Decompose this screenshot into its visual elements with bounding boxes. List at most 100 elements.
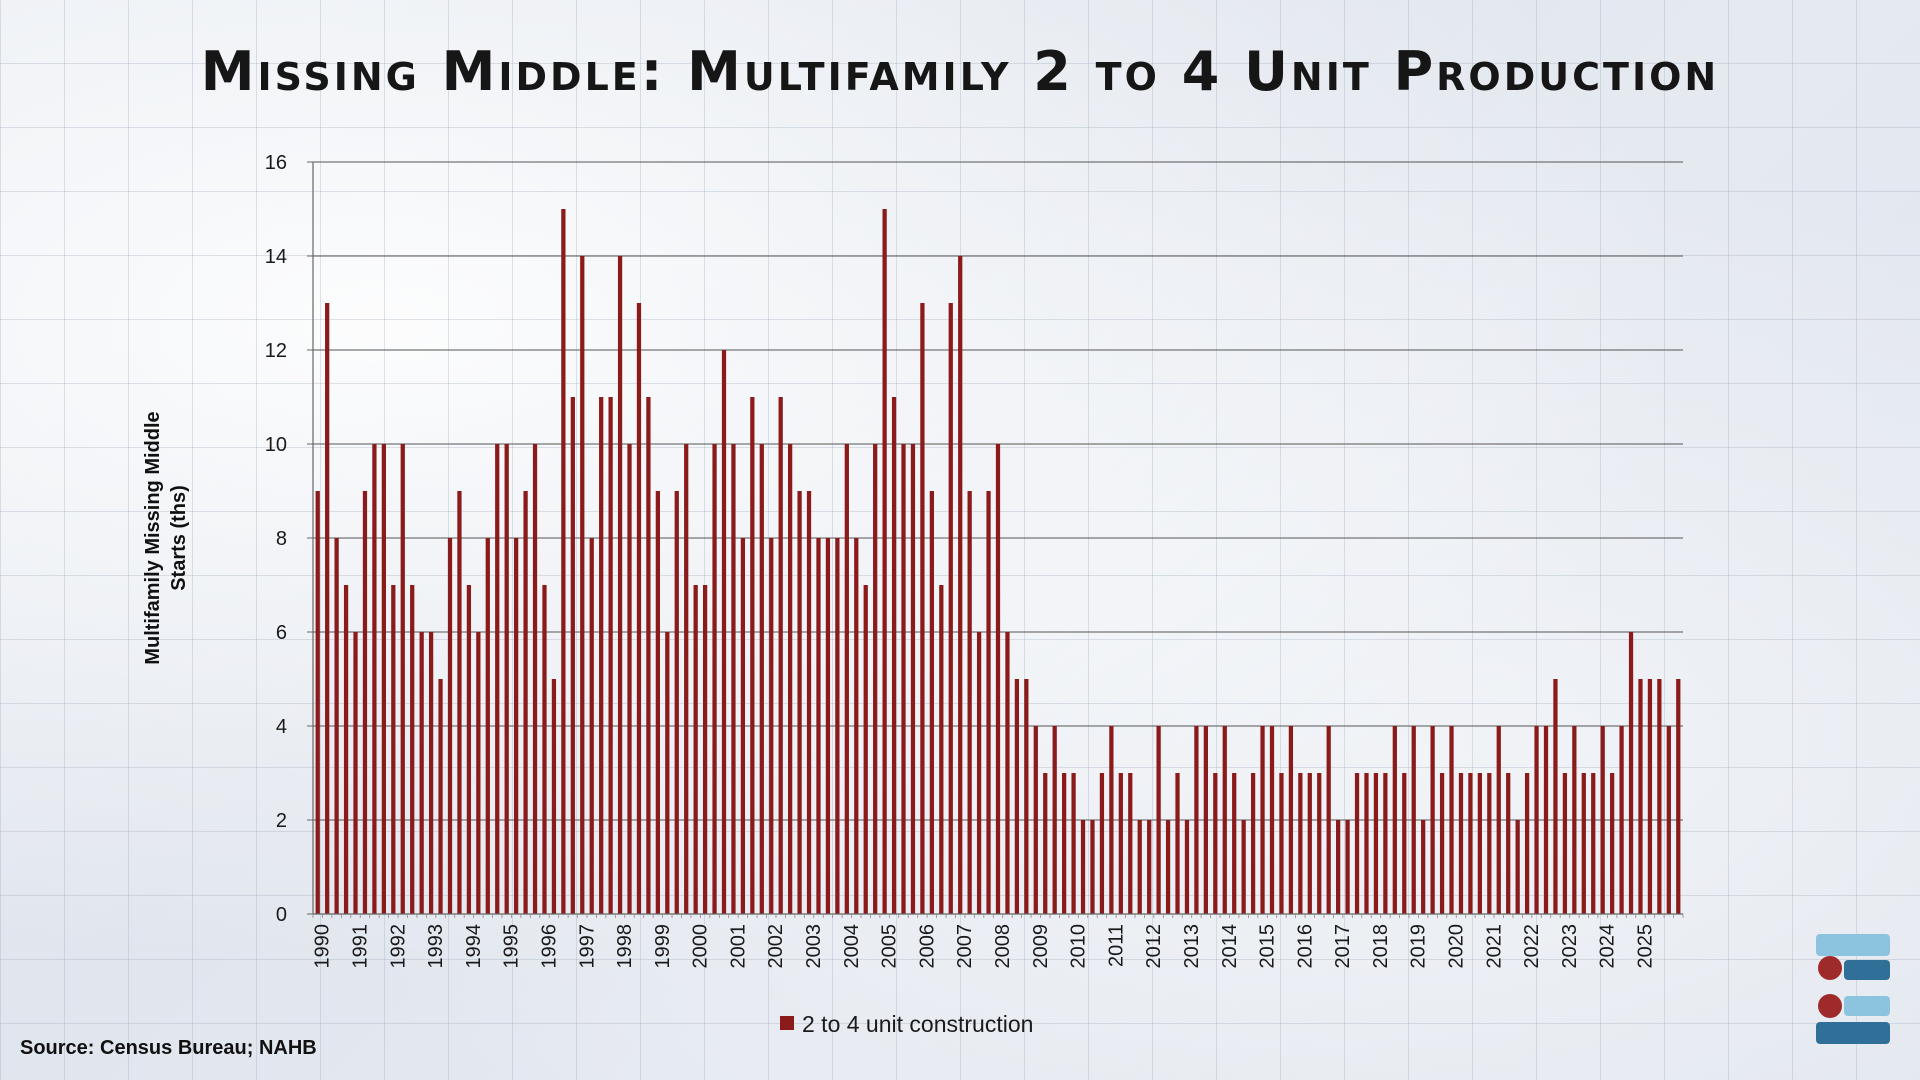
- bar: [1033, 726, 1038, 914]
- bar: [1071, 773, 1076, 914]
- bar: [750, 397, 755, 914]
- bar: [608, 397, 613, 914]
- bar: [1421, 820, 1426, 914]
- x-tick-label: 1999: [652, 924, 674, 969]
- legend-swatch: [780, 1016, 794, 1030]
- bar: [1477, 773, 1482, 914]
- y-tick-labels: 0 2 4 6 8 10 12 14 16: [265, 152, 287, 926]
- bar: [1657, 679, 1662, 914]
- x-tick-label: 2024: [1597, 924, 1619, 969]
- bar: [1241, 820, 1246, 914]
- x-tick-label: 2023: [1559, 924, 1581, 969]
- bar: [948, 303, 953, 914]
- x-tick-label: 1994: [463, 924, 485, 969]
- bar: [1676, 679, 1681, 914]
- x-tick-label: 2019: [1408, 924, 1430, 969]
- bar: [589, 538, 594, 914]
- bar: [910, 444, 916, 914]
- bar: [1288, 726, 1294, 914]
- bar: [362, 491, 368, 914]
- x-tick-labels: 1990 1991 1992 1993 1994 1995 1996 1997 1998 1999…: [312, 924, 1657, 969]
- bar: [891, 397, 897, 914]
- bar: [523, 491, 528, 914]
- bar: [825, 538, 831, 914]
- bar: [976, 632, 982, 914]
- bar: [1487, 773, 1492, 914]
- bar: [1052, 726, 1057, 914]
- bar: [485, 538, 490, 914]
- bar: [353, 632, 358, 914]
- bar: [457, 491, 462, 914]
- x-tick-label: 2010: [1068, 924, 1090, 969]
- bar: [1317, 773, 1322, 914]
- bar: [1194, 726, 1199, 914]
- bar: [901, 444, 906, 914]
- bar: [325, 303, 330, 914]
- bar: [1165, 820, 1171, 914]
- chart-title: Missing Middle: Multifamily 2 to 4 Unit …: [200, 40, 1720, 103]
- logo-dot-upper: [1818, 956, 1842, 980]
- bar: [1336, 820, 1341, 914]
- y-axis-title-line: Multifamily Missing Middle: [142, 411, 164, 664]
- bar: [854, 538, 859, 914]
- legend: 2 to 4 unit construction: [780, 1011, 1033, 1037]
- x-tick-label: 2011: [1105, 924, 1127, 967]
- x-tick-label: 2022: [1521, 924, 1543, 969]
- x-tick-label: 2016: [1294, 924, 1316, 969]
- bar: [1128, 773, 1133, 914]
- x-tick-label: 2000: [690, 924, 712, 969]
- bar: [1572, 726, 1577, 914]
- bar: [731, 444, 736, 914]
- bar: [769, 538, 774, 914]
- bar: [1439, 773, 1445, 914]
- y-tick-label: 6: [276, 622, 287, 644]
- axes: [307, 161, 1684, 918]
- x-tick-label: 2017: [1332, 924, 1354, 969]
- bar: [873, 444, 878, 914]
- bar: [1562, 773, 1568, 914]
- bar: [334, 538, 339, 914]
- y-tick-label: 10: [265, 434, 287, 456]
- bar: [400, 444, 405, 914]
- bar: [1373, 773, 1379, 914]
- x-tick-label: 1998: [614, 924, 636, 969]
- bar: [1666, 726, 1671, 914]
- x-tick-label: 2005: [879, 924, 901, 969]
- y-tick-label: 16: [265, 152, 287, 174]
- bar: [816, 538, 821, 914]
- bar: [561, 209, 566, 914]
- y-axis-title-line: Starts (ths): [168, 485, 190, 591]
- bar: [1591, 773, 1596, 914]
- bar: [967, 491, 972, 914]
- y-tick-label: 4: [276, 716, 287, 738]
- bar: [1118, 773, 1123, 914]
- bar: [466, 585, 472, 914]
- bar: [1392, 726, 1397, 914]
- bar: [1279, 773, 1284, 914]
- bar: [1496, 726, 1501, 914]
- bar: [1090, 820, 1095, 914]
- bar: [1147, 820, 1152, 914]
- bar: [1553, 679, 1558, 914]
- bar: [315, 491, 320, 914]
- bar: [655, 491, 660, 914]
- bar: [447, 538, 453, 914]
- bar: [939, 585, 944, 914]
- bar: [1043, 773, 1048, 914]
- logo-bar-top: [1816, 934, 1890, 956]
- bar: [1524, 773, 1530, 914]
- bar: [627, 444, 632, 914]
- x-tick-label: 2004: [841, 924, 863, 969]
- bar: [1411, 726, 1416, 914]
- bar: [617, 256, 623, 914]
- bar: [476, 632, 481, 914]
- x-tick-label: 2021: [1483, 924, 1505, 969]
- bar: [504, 444, 509, 914]
- bar: [863, 585, 868, 914]
- logo-bar-bottom: [1816, 1022, 1890, 1044]
- x-tick-label: 2014: [1219, 924, 1241, 969]
- bar: [580, 256, 585, 914]
- x-tick-label: 2006: [916, 924, 938, 969]
- bar: [1543, 726, 1549, 914]
